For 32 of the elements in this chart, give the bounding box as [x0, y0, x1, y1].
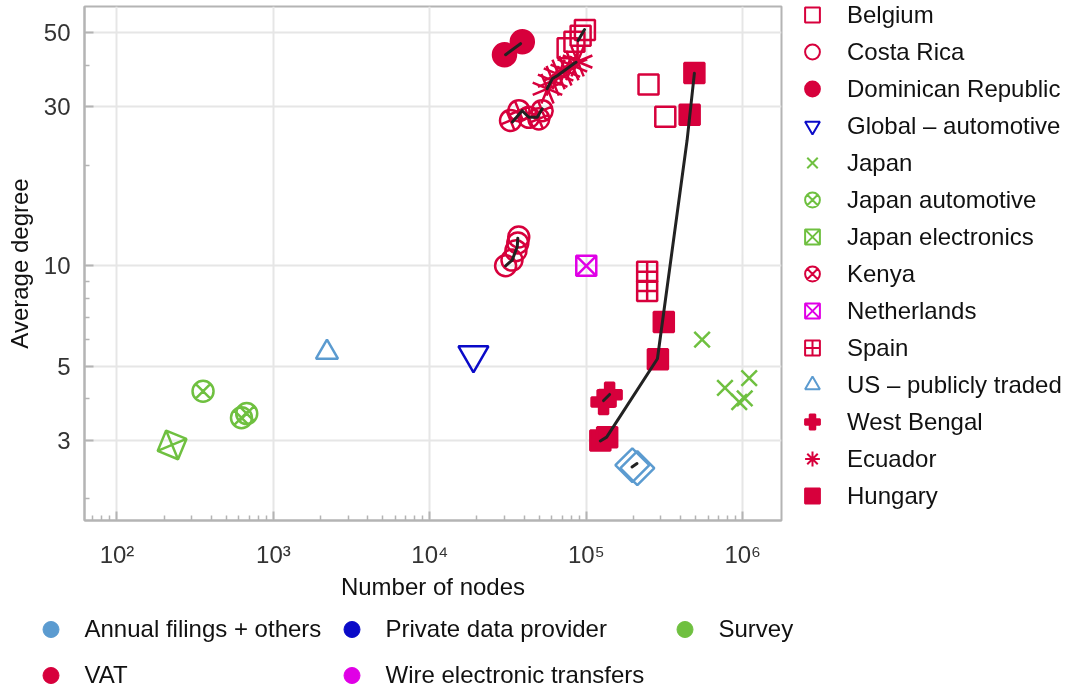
line-series: [504, 236, 520, 268]
legend-label: Ecuador: [847, 444, 937, 473]
legend-label: Global – automotive: [847, 111, 1061, 140]
y-tick-label: 30: [43, 93, 71, 121]
legend-label: Annual filings + others: [84, 615, 322, 643]
y-tick-label: 5: [57, 352, 71, 380]
legend-label: US – publicly traded: [847, 370, 1062, 399]
legend-label: Kenya: [847, 259, 916, 288]
x-tick-label: 10³: [256, 540, 291, 568]
x-axis-title: Number of nodes: [340, 572, 526, 600]
legend-label: Costa Rica: [847, 37, 965, 66]
legend-label: Wire electronic transfers: [385, 661, 645, 689]
legend-label: Japan: [847, 148, 913, 177]
legend-label: Japan automotive: [847, 185, 1037, 214]
legend-label: Belgium: [847, 0, 934, 29]
legend-label: VAT: [84, 661, 128, 689]
legend-label: Hungary: [847, 481, 938, 510]
legend-label: Spain: [847, 333, 909, 362]
y-axis-title: Average degree: [5, 178, 33, 349]
y-tick-label: 50: [43, 19, 71, 47]
x-tick-label: 10²: [99, 540, 135, 568]
legend-label: West Bengal: [847, 407, 983, 436]
legend-label: Dominican Republic: [847, 74, 1061, 103]
y-tick-label: 3: [57, 426, 71, 454]
x-tick-label: 10⁶: [724, 540, 761, 568]
legend-label: Survey: [718, 615, 794, 643]
x-tick-label: 10⁵: [567, 540, 605, 568]
legend-label: Netherlands: [847, 296, 977, 325]
legend-label: Japan electronics: [847, 222, 1034, 251]
y-tick-label: 10: [43, 252, 71, 280]
legend-label: Private data provider: [385, 615, 607, 643]
x-tick-label: 10⁴: [411, 540, 449, 568]
